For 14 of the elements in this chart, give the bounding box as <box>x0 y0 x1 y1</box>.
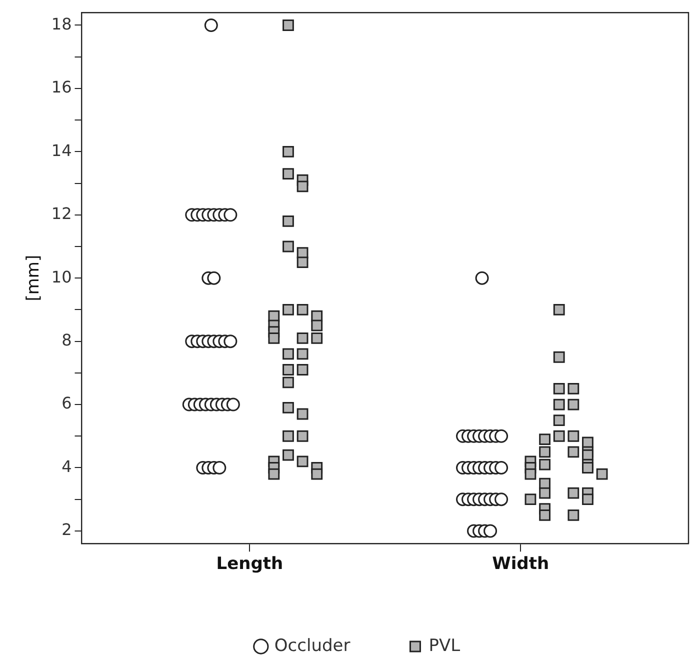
legend-label: PVL <box>428 636 461 656</box>
y-tick-label: 14 <box>51 140 72 160</box>
y-tick-label: 2 <box>62 520 72 540</box>
y-tick-label: 10 <box>51 267 72 286</box>
y-tick-label: 8 <box>62 330 72 350</box>
y-axis-title: [mm] <box>24 254 44 302</box>
x-tick-label: Width <box>492 554 550 574</box>
y-tick-label: 18 <box>51 14 72 34</box>
legend-label: Occluder <box>274 636 350 656</box>
y-tick-label: 12 <box>51 204 72 224</box>
y-tick-label: 6 <box>62 394 72 413</box>
x-tick-label: Length <box>216 554 284 574</box>
y-tick-label: 4 <box>62 456 72 476</box>
y-tick-label: 16 <box>51 78 72 97</box>
